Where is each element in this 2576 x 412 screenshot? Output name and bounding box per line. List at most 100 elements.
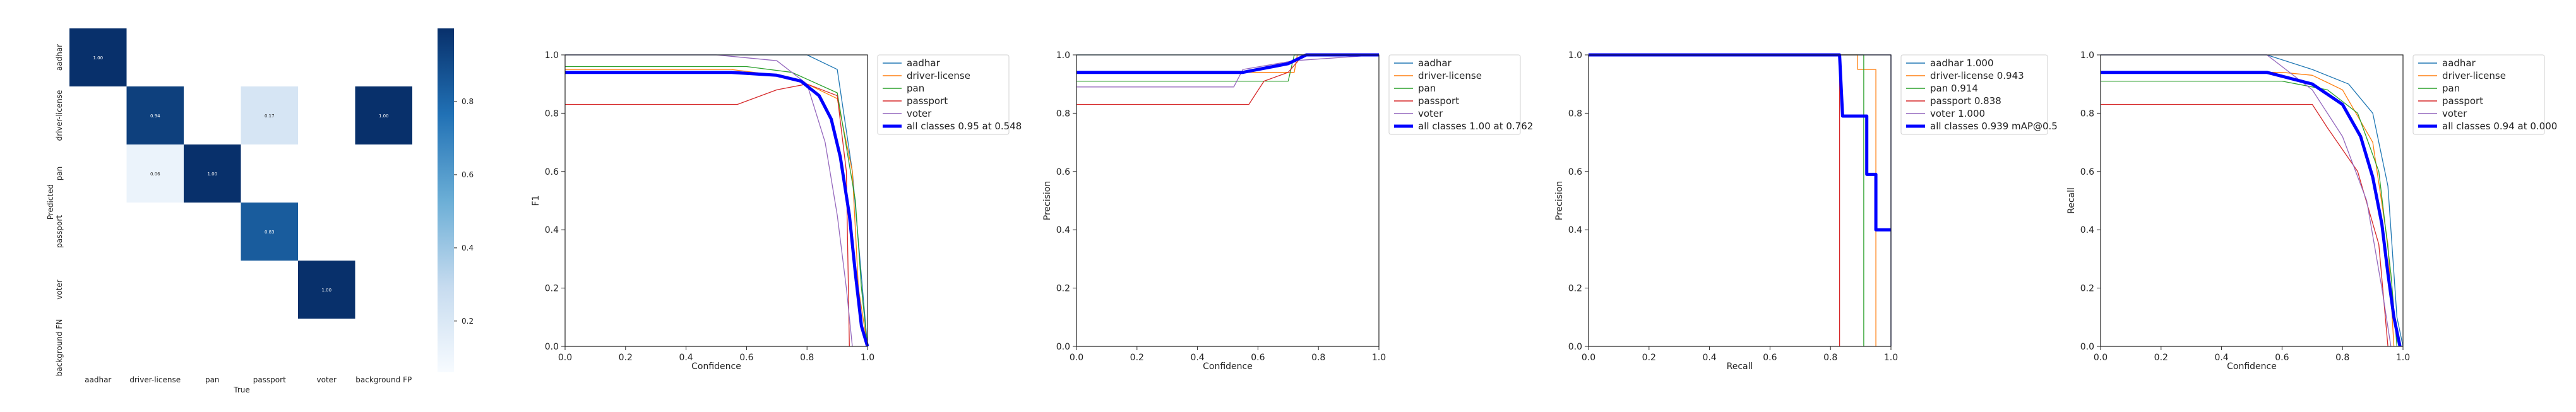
legend-entry: pan [2442, 83, 2460, 94]
legend-entry: passport 0.838 [1930, 95, 2001, 107]
x-tick-label: 0.6 [1251, 353, 1265, 363]
heatmap-cell [298, 261, 355, 319]
heatmap-cell [241, 86, 298, 144]
x-tick-label: 0.0 [558, 353, 572, 363]
cell-value-label: 1.00 [93, 56, 103, 61]
legend-entry: aadhar [1418, 57, 1452, 69]
cell-value-label: 1.00 [321, 288, 331, 293]
x-tick-label: 0.8 [1823, 353, 1837, 363]
legend-entry: all classes 0.939 mAP@0.5 [1930, 121, 2058, 132]
y-axis-title: Predicted [46, 184, 55, 220]
colorbar-tick-label: 0.2 [462, 317, 474, 326]
legend-entry: voter [1418, 108, 1443, 119]
series-line-pan [2101, 80, 2398, 347]
heatmap-cell [241, 203, 298, 261]
legend-entry: all classes 0.95 at 0.548 [907, 121, 1022, 132]
legend-entry: passport [907, 95, 948, 107]
legend-entry: driver-license [1418, 70, 1482, 81]
y-tick-label: 1.0 [545, 50, 559, 61]
y-tick-label: 0.0 [1568, 342, 1582, 352]
x-tick-label: 0.2 [2154, 353, 2168, 363]
y-axis-title: F1 [531, 196, 541, 206]
legend-entry: pan [907, 83, 924, 94]
plot-frame [1588, 54, 1892, 347]
series-line-pan [565, 66, 868, 347]
y-tick-label: 0.2 [2080, 284, 2094, 294]
colorbar-tick-label: 0.8 [462, 97, 474, 106]
x-axis-title: Recall [1727, 362, 1753, 372]
x-tick-label: 0.4 [2214, 353, 2228, 363]
x-tick-label: 1.0 [2396, 353, 2410, 363]
y-axis-title: Recall [2066, 187, 2077, 214]
plot-frame [564, 54, 868, 347]
x-tick-label: 0.2 [619, 353, 633, 363]
y-tick-label: 0.4 [2080, 225, 2094, 235]
y-tick-label: 0.4 [545, 225, 559, 235]
series-line-driver-license [2101, 72, 2395, 347]
y-axis-title: Precision [1042, 181, 1052, 220]
legend-box [1900, 54, 2048, 135]
legend-box [2412, 54, 2545, 135]
legend-box [877, 54, 1010, 135]
legend-entry: driver-license [2442, 70, 2506, 81]
plot-frame [1076, 54, 1380, 347]
series-line-passport [1589, 54, 1840, 346]
series-line-voter [1076, 54, 1380, 88]
heatmap-cell [355, 86, 412, 144]
x-axis-title: True [233, 386, 250, 394]
x-tick-label: 1.0 [861, 353, 874, 363]
series-line-passport [2101, 103, 2388, 347]
cell-value-label: 1.00 [207, 172, 217, 177]
x-category-label: pan [205, 375, 220, 384]
y-category-label: passport [55, 215, 64, 248]
series-line-all [1076, 53, 1379, 74]
series-line-all [1589, 53, 1891, 232]
y-tick-label: 1.0 [1568, 50, 1582, 61]
y-tick-label: 0.8 [1056, 109, 1070, 119]
colorbar-tick-label: 0.6 [462, 170, 474, 179]
legend-entry: pan 0.914 [1930, 83, 1978, 94]
series-line-driver-license [565, 69, 868, 347]
legend-entry: aadhar 1.000 [1930, 57, 1993, 69]
legend-entry: voter [2442, 108, 2467, 119]
y-tick-label: 0.6 [2080, 167, 2094, 177]
legend-entry: voter 1.000 [1930, 108, 1985, 119]
legend-entry: voter [907, 108, 932, 119]
series-line-aadhar [2101, 54, 2404, 347]
x-category-label: aadhar [85, 375, 111, 384]
series-line-voter [565, 54, 853, 347]
y-category-label: background FN [55, 319, 64, 377]
x-tick-label: 0.0 [2094, 353, 2108, 363]
cell-value-label: 0.06 [150, 172, 160, 177]
x-category-label: voter [317, 375, 337, 384]
colorbar-tick-label: 0.4 [462, 244, 474, 252]
x-tick-label: 0.6 [2275, 353, 2289, 363]
y-tick-label: 0.6 [545, 167, 559, 177]
cell-value-label: 0.94 [150, 114, 160, 119]
legend-entry: all classes 0.94 at 0.000 [2442, 121, 2557, 132]
y-category-label: aadhar [55, 44, 64, 71]
series-line-aadhar [1589, 54, 1892, 346]
series-line-all [2101, 71, 2402, 347]
heatmap-cell [126, 86, 184, 144]
heatmap-cell [69, 28, 127, 86]
y-tick-label: 0.6 [1568, 167, 1582, 177]
y-tick-label: 0.2 [1056, 284, 1070, 294]
y-tick-label: 0.0 [545, 342, 559, 352]
x-tick-label: 0.8 [800, 353, 814, 363]
y-tick-label: 1.0 [2080, 50, 2094, 61]
legend-box [1388, 54, 1521, 135]
heatmap-cell [184, 144, 241, 203]
y-category-label: voter [55, 280, 64, 300]
x-axis-title: Confidence [691, 362, 741, 372]
y-tick-label: 0.2 [1568, 284, 1582, 294]
y-category-label: driver-license [55, 90, 64, 141]
x-category-label: driver-license [129, 375, 181, 384]
line-chart-2: 0.0 0.2 0.4 0.6 0.8 1.0 0.0 0.2 0.4 0.6 0.8 1.0 Conf… [1042, 50, 1533, 372]
line-chart-4: 0.0 0.2 0.4 0.6 0.8 1.0 0.0 0.2 0.4 0.6 0.8 1.0 Conf… [2066, 50, 2557, 372]
series-line-pan [1589, 54, 1864, 346]
legend-entry: driver-license [907, 70, 970, 81]
